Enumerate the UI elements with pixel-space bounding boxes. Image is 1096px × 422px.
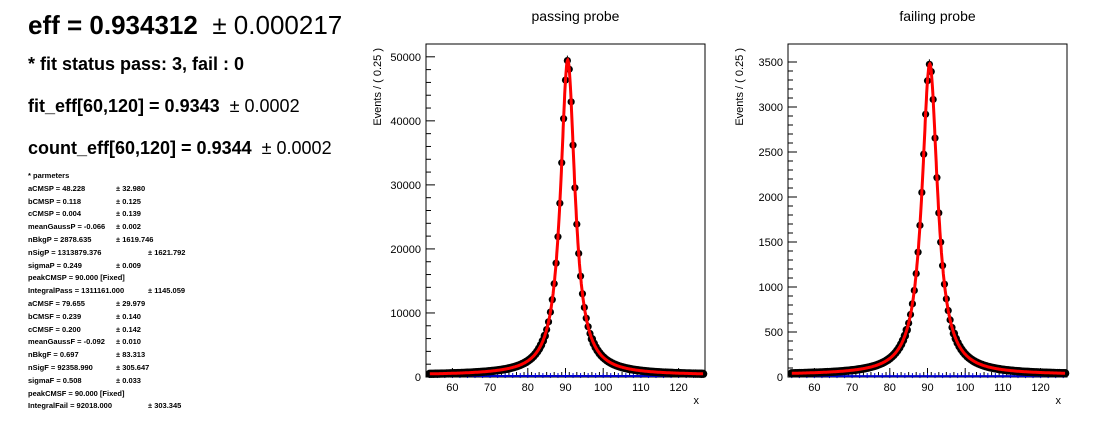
- chart-title: passing probe: [532, 8, 620, 24]
- count-efficiency-value: count_eff[60,120] = 0.9344: [28, 138, 252, 158]
- y-tick-label: 10000: [390, 308, 421, 320]
- data-point: [698, 369, 708, 378]
- param-row: aCMSF = 79.655 ± 29.979: [28, 298, 146, 308]
- param-row: cCMSP = 0.004 ± 0.139: [28, 209, 141, 219]
- param-row: bCMSF = 0.239 ± 0.140: [28, 311, 141, 321]
- x-tick-label: 60: [446, 382, 458, 394]
- fit-summary-panel: eff = 0.934312 ± 0.000217 * fit status p…: [0, 0, 370, 422]
- count-efficiency-error: ± 0.0002: [261, 138, 332, 158]
- fit-efficiency-value: fit_eff[60,120] = 0.9343: [28, 96, 220, 116]
- param-row: meanGaussP = -0.066 ± 0.002: [28, 222, 141, 232]
- param-row: peakCMSF = 90.000 [Fixed]: [28, 388, 125, 398]
- x-tick-label: 80: [522, 382, 534, 394]
- param-row: IntegralPass = 1311161.000 ± 1145.059: [28, 286, 186, 296]
- parameter-list: * parmeters aCMSP = 48.228 ± 32.980 bCMSP…: [28, 170, 186, 413]
- fit-efficiency-error: ± 0.0002: [229, 96, 300, 116]
- x-tick-label: 80: [884, 382, 896, 394]
- x-tick-label: 120: [1031, 382, 1049, 394]
- param-row: nBkgP = 2878.635 ± 1619.746: [28, 234, 154, 244]
- param-row: sigmaP = 0.249 ± 0.009: [28, 260, 141, 270]
- y-tick-label: 500: [765, 327, 783, 339]
- y-tick-label: 2000: [759, 192, 783, 204]
- fit-curve: [429, 57, 704, 376]
- param-row: nSigF = 92358.990 ± 305.647: [28, 362, 150, 372]
- param-row: nSigP = 1313879.376 ± 1621.792: [28, 247, 186, 257]
- y-tick-label: 30000: [390, 180, 421, 192]
- y-tick-label: 3500: [759, 57, 783, 69]
- fit-status: * fit status pass: 3, fail : 0: [28, 54, 245, 74]
- param-row: IntegralFail = 92018.000 ± 303.345: [28, 401, 182, 411]
- y-tick-label: 1500: [759, 237, 783, 249]
- param-row: aCMSP = 48.228 ± 32.980: [28, 183, 146, 193]
- data-point: [1060, 369, 1070, 378]
- efficiency-value: eff = 0.934312: [28, 10, 198, 40]
- fit-efficiency: fit_eff[60,120] = 0.9343 ± 0.0002: [28, 96, 300, 117]
- param-row: nBkgF = 0.697 ± 83.313: [28, 350, 146, 360]
- failing-probe-chart: failing probe 0 500 1000 1500 2000 2500 3000 350…: [734, 8, 1070, 407]
- parameters-heading: * parmeters: [28, 171, 70, 180]
- x-axis-label: x: [694, 395, 700, 407]
- x-tick-label: 90: [921, 382, 933, 394]
- y-tick-label: 40000: [390, 116, 421, 128]
- count-efficiency: count_eff[60,120] = 0.9344 ± 0.0002: [28, 138, 332, 159]
- x-tick-label: 60: [808, 382, 820, 394]
- x-tick-label: 100: [594, 382, 612, 394]
- y-tick-label: 50000: [390, 52, 421, 64]
- y-tick-label: 1000: [759, 282, 783, 294]
- x-tick-label: 110: [632, 382, 650, 394]
- param-row: bCMSP = 0.118 ± 0.125: [28, 196, 141, 206]
- chart-title: failing probe: [899, 8, 975, 24]
- y-tick-label: 3000: [759, 102, 783, 114]
- y-tick-label: 2500: [759, 147, 783, 159]
- y-tick-label: 0: [777, 372, 783, 384]
- efficiency-result: eff = 0.934312 ± 0.000217: [28, 10, 342, 41]
- y-axis-label: Events / ( 0.25 ): [372, 48, 384, 126]
- x-axis-label: x: [1056, 395, 1062, 407]
- x-tick-label: 70: [846, 382, 858, 394]
- param-row: sigmaF = 0.508 ± 0.033: [28, 375, 141, 385]
- fit-curve: [791, 61, 1066, 375]
- x-tick-label: 120: [669, 382, 687, 394]
- param-row: peakCMSP = 90.000 [Fixed]: [28, 273, 125, 283]
- param-row: meanGaussF = -0.092 ± 0.010: [28, 337, 141, 347]
- x-tick-label: 70: [484, 382, 496, 394]
- y-tick-label: 0: [415, 372, 421, 384]
- passing-probe-chart: passing probe 0 10000 20000 30000 40000 50000 6…: [372, 8, 708, 407]
- x-tick-label: 100: [956, 382, 974, 394]
- y-axis-label: Events / ( 0.25 ): [734, 48, 746, 126]
- y-tick-label: 20000: [390, 244, 421, 256]
- param-row: cCMSF = 0.200 ± 0.142: [28, 324, 141, 334]
- x-tick-label: 90: [559, 382, 571, 394]
- x-tick-label: 110: [994, 382, 1012, 394]
- efficiency-error: ± 0.000217: [212, 10, 343, 40]
